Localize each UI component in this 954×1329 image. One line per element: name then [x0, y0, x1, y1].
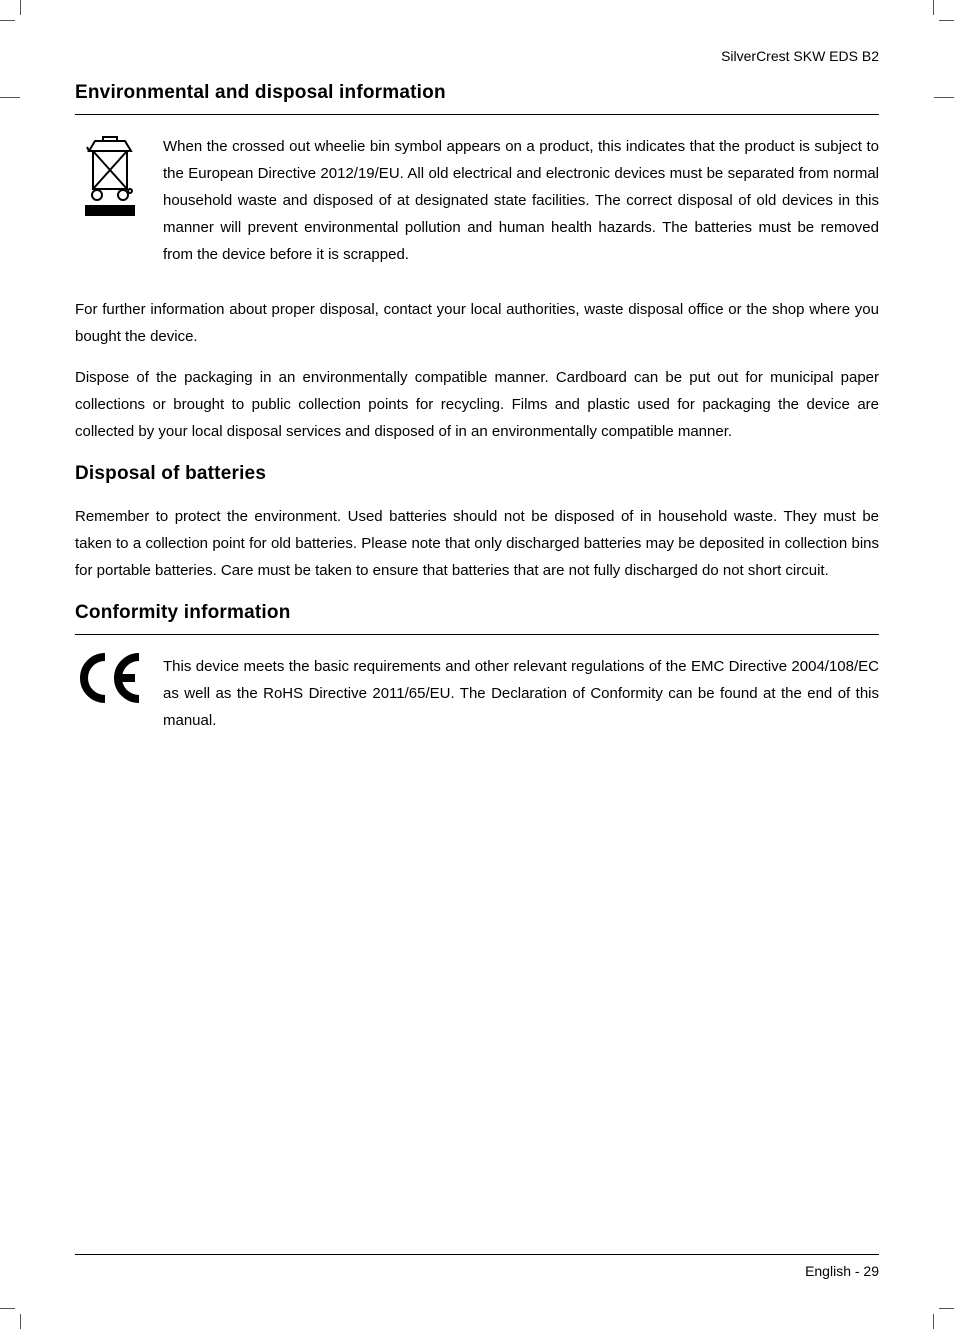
environmental-paragraph-2: For further information about proper dis…: [75, 296, 879, 350]
batteries-paragraph-1: Remember to protect the environment. Use…: [75, 503, 879, 584]
environmental-paragraph-1: When the crossed out wheelie bin symbol …: [163, 133, 879, 268]
page-content: SilverCrest SKW EDS B2 Environmental and…: [0, 0, 954, 1329]
section-title-batteries: Disposal of batteries: [75, 463, 879, 485]
ce-mark-icon: [75, 653, 145, 748]
conformity-paragraph-1: This device meets the basic requirements…: [163, 653, 879, 734]
section-title-environmental: Environmental and disposal information: [75, 82, 879, 115]
environmental-paragraph-3: Dispose of the packaging in an environme…: [75, 364, 879, 445]
weee-bin-icon: [75, 133, 145, 282]
environmental-block: When the crossed out wheelie bin symbol …: [75, 133, 879, 282]
page-footer: English - 29: [75, 1254, 879, 1279]
conformity-block: This device meets the basic requirements…: [75, 653, 879, 748]
page-header: SilverCrest SKW EDS B2: [75, 48, 879, 64]
section-title-conformity: Conformity information: [75, 602, 879, 635]
